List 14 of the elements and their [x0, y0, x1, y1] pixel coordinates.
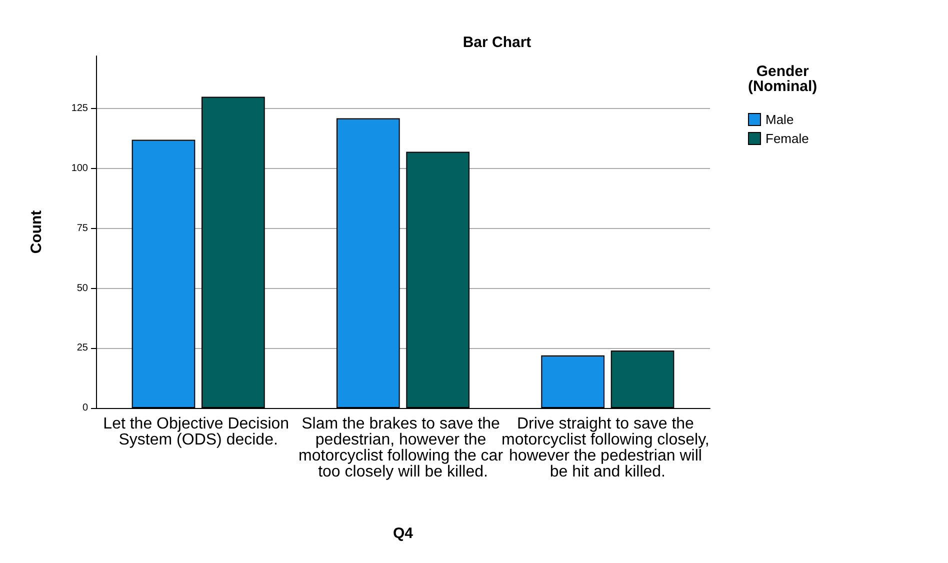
y-tick-label: 125: [71, 103, 88, 114]
y-tick-label: 25: [76, 342, 88, 354]
chart-title: Bar Chart: [462, 34, 532, 51]
y-tick-label: 75: [76, 222, 88, 234]
y-tick-label: 100: [71, 163, 88, 174]
y-tick-label: 50: [76, 282, 88, 294]
x-axis-title: Q4: [392, 525, 414, 542]
x-tick-label: Drive straight to save the motorcyclist following closely, however the pedestrian will be hit and killed.: [502, 416, 714, 480]
y-axis-title: Count: [28, 210, 45, 254]
legend-label: Male: [766, 112, 794, 127]
legend-title: Gender (Nominal): [748, 63, 818, 95]
x-tick-label: Let the Objective Decision System (ODS) decide.: [103, 416, 294, 448]
y-tick-label: 0: [82, 402, 88, 414]
legend-label: Female: [766, 131, 809, 146]
